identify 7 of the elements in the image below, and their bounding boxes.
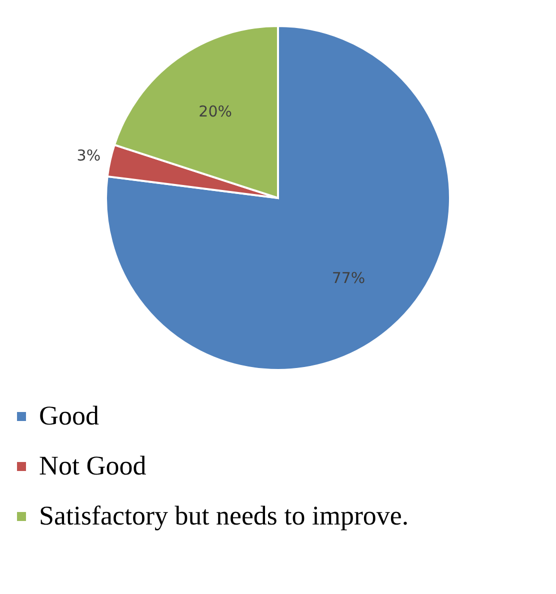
legend-label: Good [39,400,100,430]
data-label: 3% [76,146,101,165]
data-label: 20% [198,102,232,121]
pie-slice [105,25,451,371]
data-label: 77% [332,268,366,287]
legend-label: Not Good [39,450,147,480]
legend-label: Satisfactory but needs to improve. [39,500,409,530]
